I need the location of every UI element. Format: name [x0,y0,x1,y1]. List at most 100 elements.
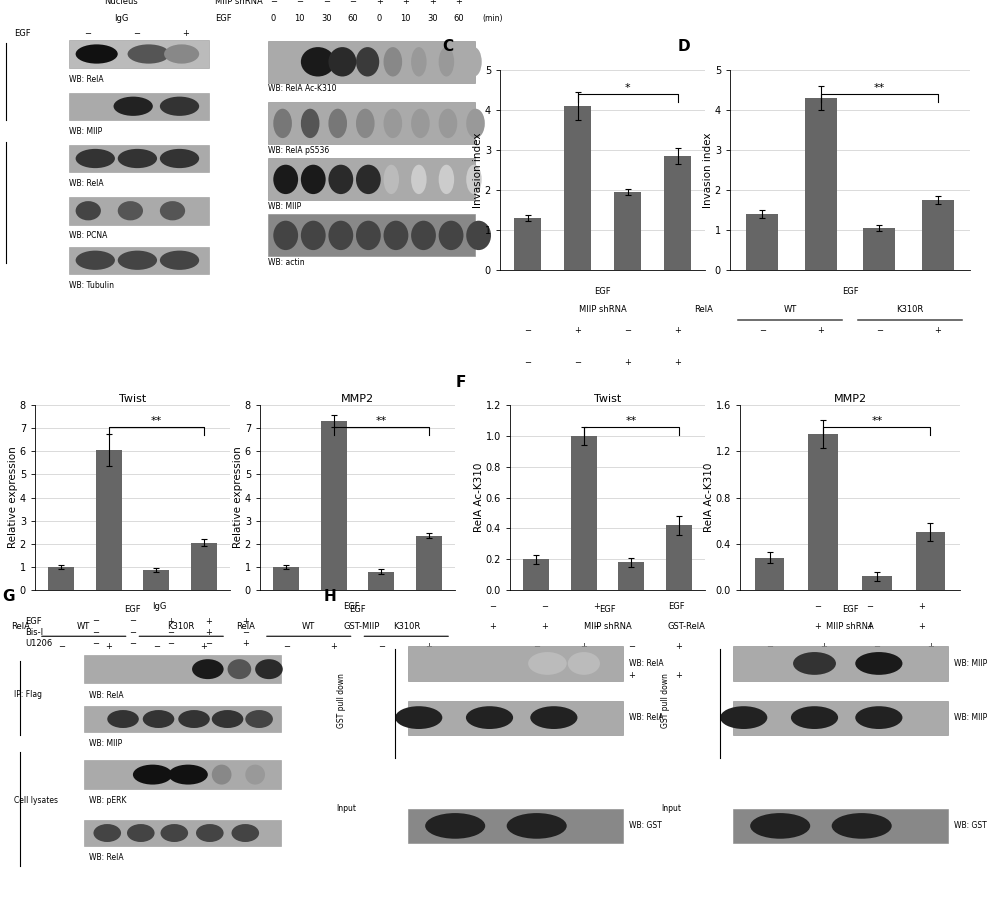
Ellipse shape [411,165,427,195]
Text: MIIP shRNA: MIIP shRNA [579,305,626,314]
Text: EGF: EGF [842,287,858,296]
Text: EGF: EGF [343,603,360,611]
Text: EGF: EGF [594,287,611,296]
Ellipse shape [439,109,457,138]
Ellipse shape [164,45,199,64]
Ellipse shape [439,221,463,250]
Ellipse shape [273,165,298,195]
Ellipse shape [356,109,375,138]
Ellipse shape [466,109,485,138]
Bar [618,563,644,590]
Y-axis label: RelA Ac-K310: RelA Ac-K310 [474,463,484,532]
Text: +: + [243,616,249,625]
Text: +: + [425,642,432,651]
Ellipse shape [245,764,265,784]
Text: −: − [270,0,277,6]
Ellipse shape [93,824,121,842]
Text: H: H [324,589,336,604]
Text: EGF: EGF [842,605,858,614]
Text: +: + [866,623,873,631]
Ellipse shape [212,710,243,728]
Text: RelA: RelA [694,305,713,314]
Ellipse shape [750,813,810,839]
Title: Twist: Twist [594,395,621,405]
Text: 0: 0 [271,15,276,24]
Text: WB: MIIP: WB: MIIP [268,202,301,211]
Bar [268,103,475,145]
Ellipse shape [384,47,402,76]
Bar [96,450,122,590]
Ellipse shape [232,824,259,842]
Text: 30: 30 [321,15,332,24]
Ellipse shape [466,221,491,250]
Ellipse shape [273,109,292,138]
Text: −: − [129,639,136,648]
Bar [863,228,895,270]
Text: −: − [766,672,773,681]
Text: +: + [429,0,436,6]
Ellipse shape [530,706,577,729]
Text: −: − [541,603,548,611]
Text: IgG: IgG [152,603,166,611]
Y-axis label: Invasion index: Invasion index [473,132,483,208]
Text: 0: 0 [377,15,382,24]
Text: +: + [205,628,212,637]
Text: −: − [349,0,356,6]
Y-axis label: Relative expression: Relative expression [233,446,243,548]
Text: +: + [376,0,383,6]
Bar [755,557,784,590]
Text: −: − [489,603,496,611]
Text: EGF: EGF [26,616,42,625]
Text: +: + [624,358,631,367]
Ellipse shape [114,96,153,115]
Text: WT: WT [77,622,90,631]
Text: RelA: RelA [237,622,255,631]
Bar [808,434,838,590]
Ellipse shape [384,109,402,138]
Text: GST-MIIP: GST-MIIP [343,623,379,631]
Ellipse shape [212,764,232,784]
Text: WB: RelA: WB: RelA [89,691,124,700]
Text: D: D [677,39,690,54]
Ellipse shape [328,165,353,195]
Text: WB: GST: WB: GST [629,822,662,831]
Bar [191,543,217,590]
Text: +: + [927,672,934,681]
Ellipse shape [328,221,353,250]
Ellipse shape [76,149,115,168]
Text: WB: pERK: WB: pERK [89,796,127,805]
Text: −: − [378,642,385,651]
Bar [571,435,597,590]
Text: −: − [133,29,140,38]
Text: WB: RelA: WB: RelA [629,713,664,722]
Text: +: + [675,672,682,681]
Text: −: − [167,639,174,648]
Ellipse shape [411,221,436,250]
Text: K310R: K310R [393,622,420,631]
Text: WB: MIIP: WB: MIIP [954,659,987,668]
Text: −: − [580,672,587,681]
Text: **: ** [874,83,885,93]
Y-axis label: Invasion index: Invasion index [703,132,713,208]
Text: −: − [766,642,773,651]
Text: EGF: EGF [668,603,685,611]
Ellipse shape [356,165,381,195]
Text: C: C [443,39,454,54]
Ellipse shape [855,652,902,674]
Bar [368,572,394,590]
Text: **: ** [376,416,387,426]
Ellipse shape [245,710,273,728]
Ellipse shape [411,109,430,138]
Bar [84,820,281,846]
Ellipse shape [196,824,224,842]
Bar [614,192,641,270]
Bar [916,532,945,590]
Text: Input: Input [336,804,356,814]
Bar [48,567,74,590]
Text: +: + [918,623,925,631]
Text: U1206: U1206 [26,639,53,648]
Ellipse shape [127,824,155,842]
Text: WB: RelA: WB: RelA [69,75,103,84]
Ellipse shape [439,47,454,76]
Bar [273,567,299,590]
